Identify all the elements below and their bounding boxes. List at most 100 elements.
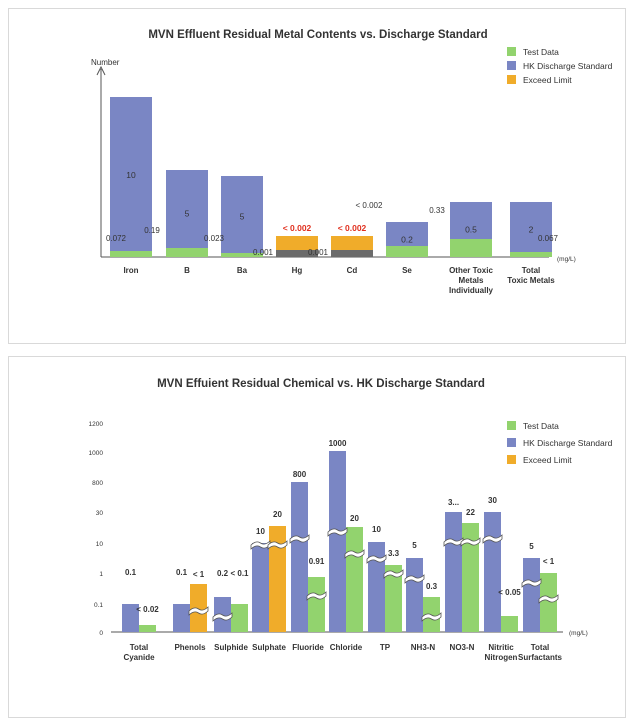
category-label: NO3-N bbox=[450, 643, 475, 652]
category-label-line: Iron bbox=[123, 266, 138, 275]
standard-bar bbox=[368, 542, 385, 632]
axis-break-mark bbox=[344, 549, 365, 559]
category-label-line: Total bbox=[130, 643, 149, 652]
category-label: TP bbox=[380, 643, 391, 652]
category-label-line: Sulphate bbox=[252, 643, 286, 652]
y-tick-label: 1 bbox=[99, 571, 103, 578]
category-label-line: Other Toxic bbox=[449, 266, 493, 275]
category-label: Cd bbox=[347, 266, 358, 275]
standard-value-label: 10 bbox=[126, 170, 136, 180]
category-label-line: Toxic Metals bbox=[507, 276, 555, 285]
test-value-label: 20 bbox=[273, 510, 282, 519]
exceed-bar bbox=[190, 584, 207, 632]
metal-chart: MVN Effluent Residual Metal Contents vs.… bbox=[91, 29, 613, 295]
test-value-label: 0.19 bbox=[144, 226, 160, 235]
test-value-label: < 0.1 bbox=[230, 569, 249, 578]
test-value-label: 3.3 bbox=[388, 549, 400, 558]
standard-bar bbox=[484, 512, 501, 632]
test-value-label: 22 bbox=[466, 508, 475, 517]
category-label: Se bbox=[402, 266, 412, 275]
exceed-bar bbox=[331, 236, 373, 250]
standard-bar bbox=[173, 604, 190, 632]
test-bar bbox=[110, 251, 152, 257]
axis-break-mark bbox=[404, 574, 425, 584]
test-bar bbox=[386, 246, 428, 257]
y-tick-label: 30 bbox=[96, 510, 104, 517]
category-label-line: Ba bbox=[237, 266, 248, 275]
standard-bar bbox=[122, 604, 139, 632]
legend-swatch-standard bbox=[507, 61, 516, 70]
test-value-label: < 1 bbox=[543, 557, 555, 566]
test-bar bbox=[139, 625, 156, 632]
category-label: Hg bbox=[292, 266, 303, 275]
axis-break-mark bbox=[482, 534, 503, 544]
category-label-line: NH3-N bbox=[411, 643, 436, 652]
test-value-label: 0.023 bbox=[204, 234, 225, 243]
test-value-label: < 0.05 bbox=[498, 588, 521, 597]
category-label: Fluoride bbox=[292, 643, 324, 652]
standard-bar bbox=[166, 170, 208, 257]
category-label-line: Fluoride bbox=[292, 643, 324, 652]
category-label-line: B bbox=[184, 266, 190, 275]
test-value-label: 0.91 bbox=[309, 557, 325, 566]
test-value-label: < 0.002 bbox=[356, 201, 383, 210]
category-label-line: NO3-N bbox=[450, 643, 475, 652]
category-label-line: Nitritic bbox=[488, 643, 514, 652]
test-bar bbox=[501, 616, 518, 632]
standard-value-label: 0.1 bbox=[176, 568, 188, 577]
category-label-line: TP bbox=[380, 643, 391, 652]
test-bar bbox=[308, 577, 325, 632]
standard-value-label: 30 bbox=[488, 496, 497, 505]
standard-bar bbox=[406, 558, 423, 632]
legend-label-standard: HK Discharge Standard bbox=[523, 61, 613, 71]
test-value-label: 0.067 bbox=[538, 234, 559, 243]
y-axis-label: Number bbox=[91, 58, 120, 67]
exceed-bar bbox=[269, 526, 286, 632]
standard-bar bbox=[523, 558, 540, 632]
test-value-label: 20 bbox=[350, 514, 359, 523]
category-label: Chloride bbox=[330, 643, 363, 652]
category-label-line: Metals bbox=[459, 276, 484, 285]
legend-swatch-exceed bbox=[507, 455, 516, 464]
test-value-label: 0.33 bbox=[429, 206, 445, 215]
y-tick-label: 10 bbox=[96, 541, 104, 548]
category-label-line: Chloride bbox=[330, 643, 363, 652]
test-value-label: 0.001 bbox=[253, 248, 274, 257]
standard-value-label: 0.2 bbox=[217, 569, 229, 578]
test-value-label: 0.3 bbox=[426, 582, 438, 591]
legend-label-exceed: Exceed Limit bbox=[523, 455, 572, 465]
standard-value-label: 1000 bbox=[329, 439, 347, 448]
category-label-line: Hg bbox=[292, 266, 303, 275]
test-bar bbox=[331, 250, 373, 257]
standard-value-label: 3... bbox=[448, 498, 459, 507]
test-bar bbox=[540, 573, 557, 632]
axis-break-mark bbox=[383, 569, 404, 579]
axis-break-mark bbox=[188, 606, 209, 616]
test-bar bbox=[231, 604, 248, 632]
legend-label-exceed: Exceed Limit bbox=[523, 75, 572, 85]
legend-label-test: Test Data bbox=[523, 421, 559, 431]
standard-bar bbox=[329, 451, 346, 632]
standard-value-label: 5 bbox=[412, 541, 417, 550]
axis-break-mark bbox=[289, 534, 310, 544]
category-label-line: Phenols bbox=[174, 643, 206, 652]
metal-chart-panel: MVN Effluent Residual Metal Contents vs.… bbox=[8, 8, 626, 344]
exceed-value-label: < 0.002 bbox=[283, 223, 312, 233]
category-label: Other Toxic Metals Individually bbox=[449, 266, 494, 295]
category-label-line: Individually bbox=[449, 286, 494, 295]
standard-value-label: 0.2 bbox=[401, 235, 413, 245]
category-label-line: Total bbox=[531, 643, 550, 652]
unit-label: (mg/L) bbox=[557, 256, 576, 263]
category-label-line: Surfactants bbox=[518, 653, 563, 662]
standard-value-label: 0.1 bbox=[125, 568, 137, 577]
category-label-line: Sulphide bbox=[214, 643, 248, 652]
legend-swatch-test bbox=[507, 421, 516, 430]
chemical-chart-panel: MVN Effuient Residual Chemical vs. HK Di… bbox=[8, 356, 626, 718]
standard-value-label: 0.5 bbox=[465, 225, 477, 235]
chart-title: MVN Effuient Residual Chemical vs. HK Di… bbox=[157, 378, 485, 390]
test-bar bbox=[462, 523, 479, 632]
axis-break-mark bbox=[327, 527, 348, 537]
category-label-line: Cyanide bbox=[123, 653, 155, 662]
exceed-value-label: < 0.002 bbox=[338, 223, 367, 233]
standard-bar bbox=[291, 482, 308, 632]
